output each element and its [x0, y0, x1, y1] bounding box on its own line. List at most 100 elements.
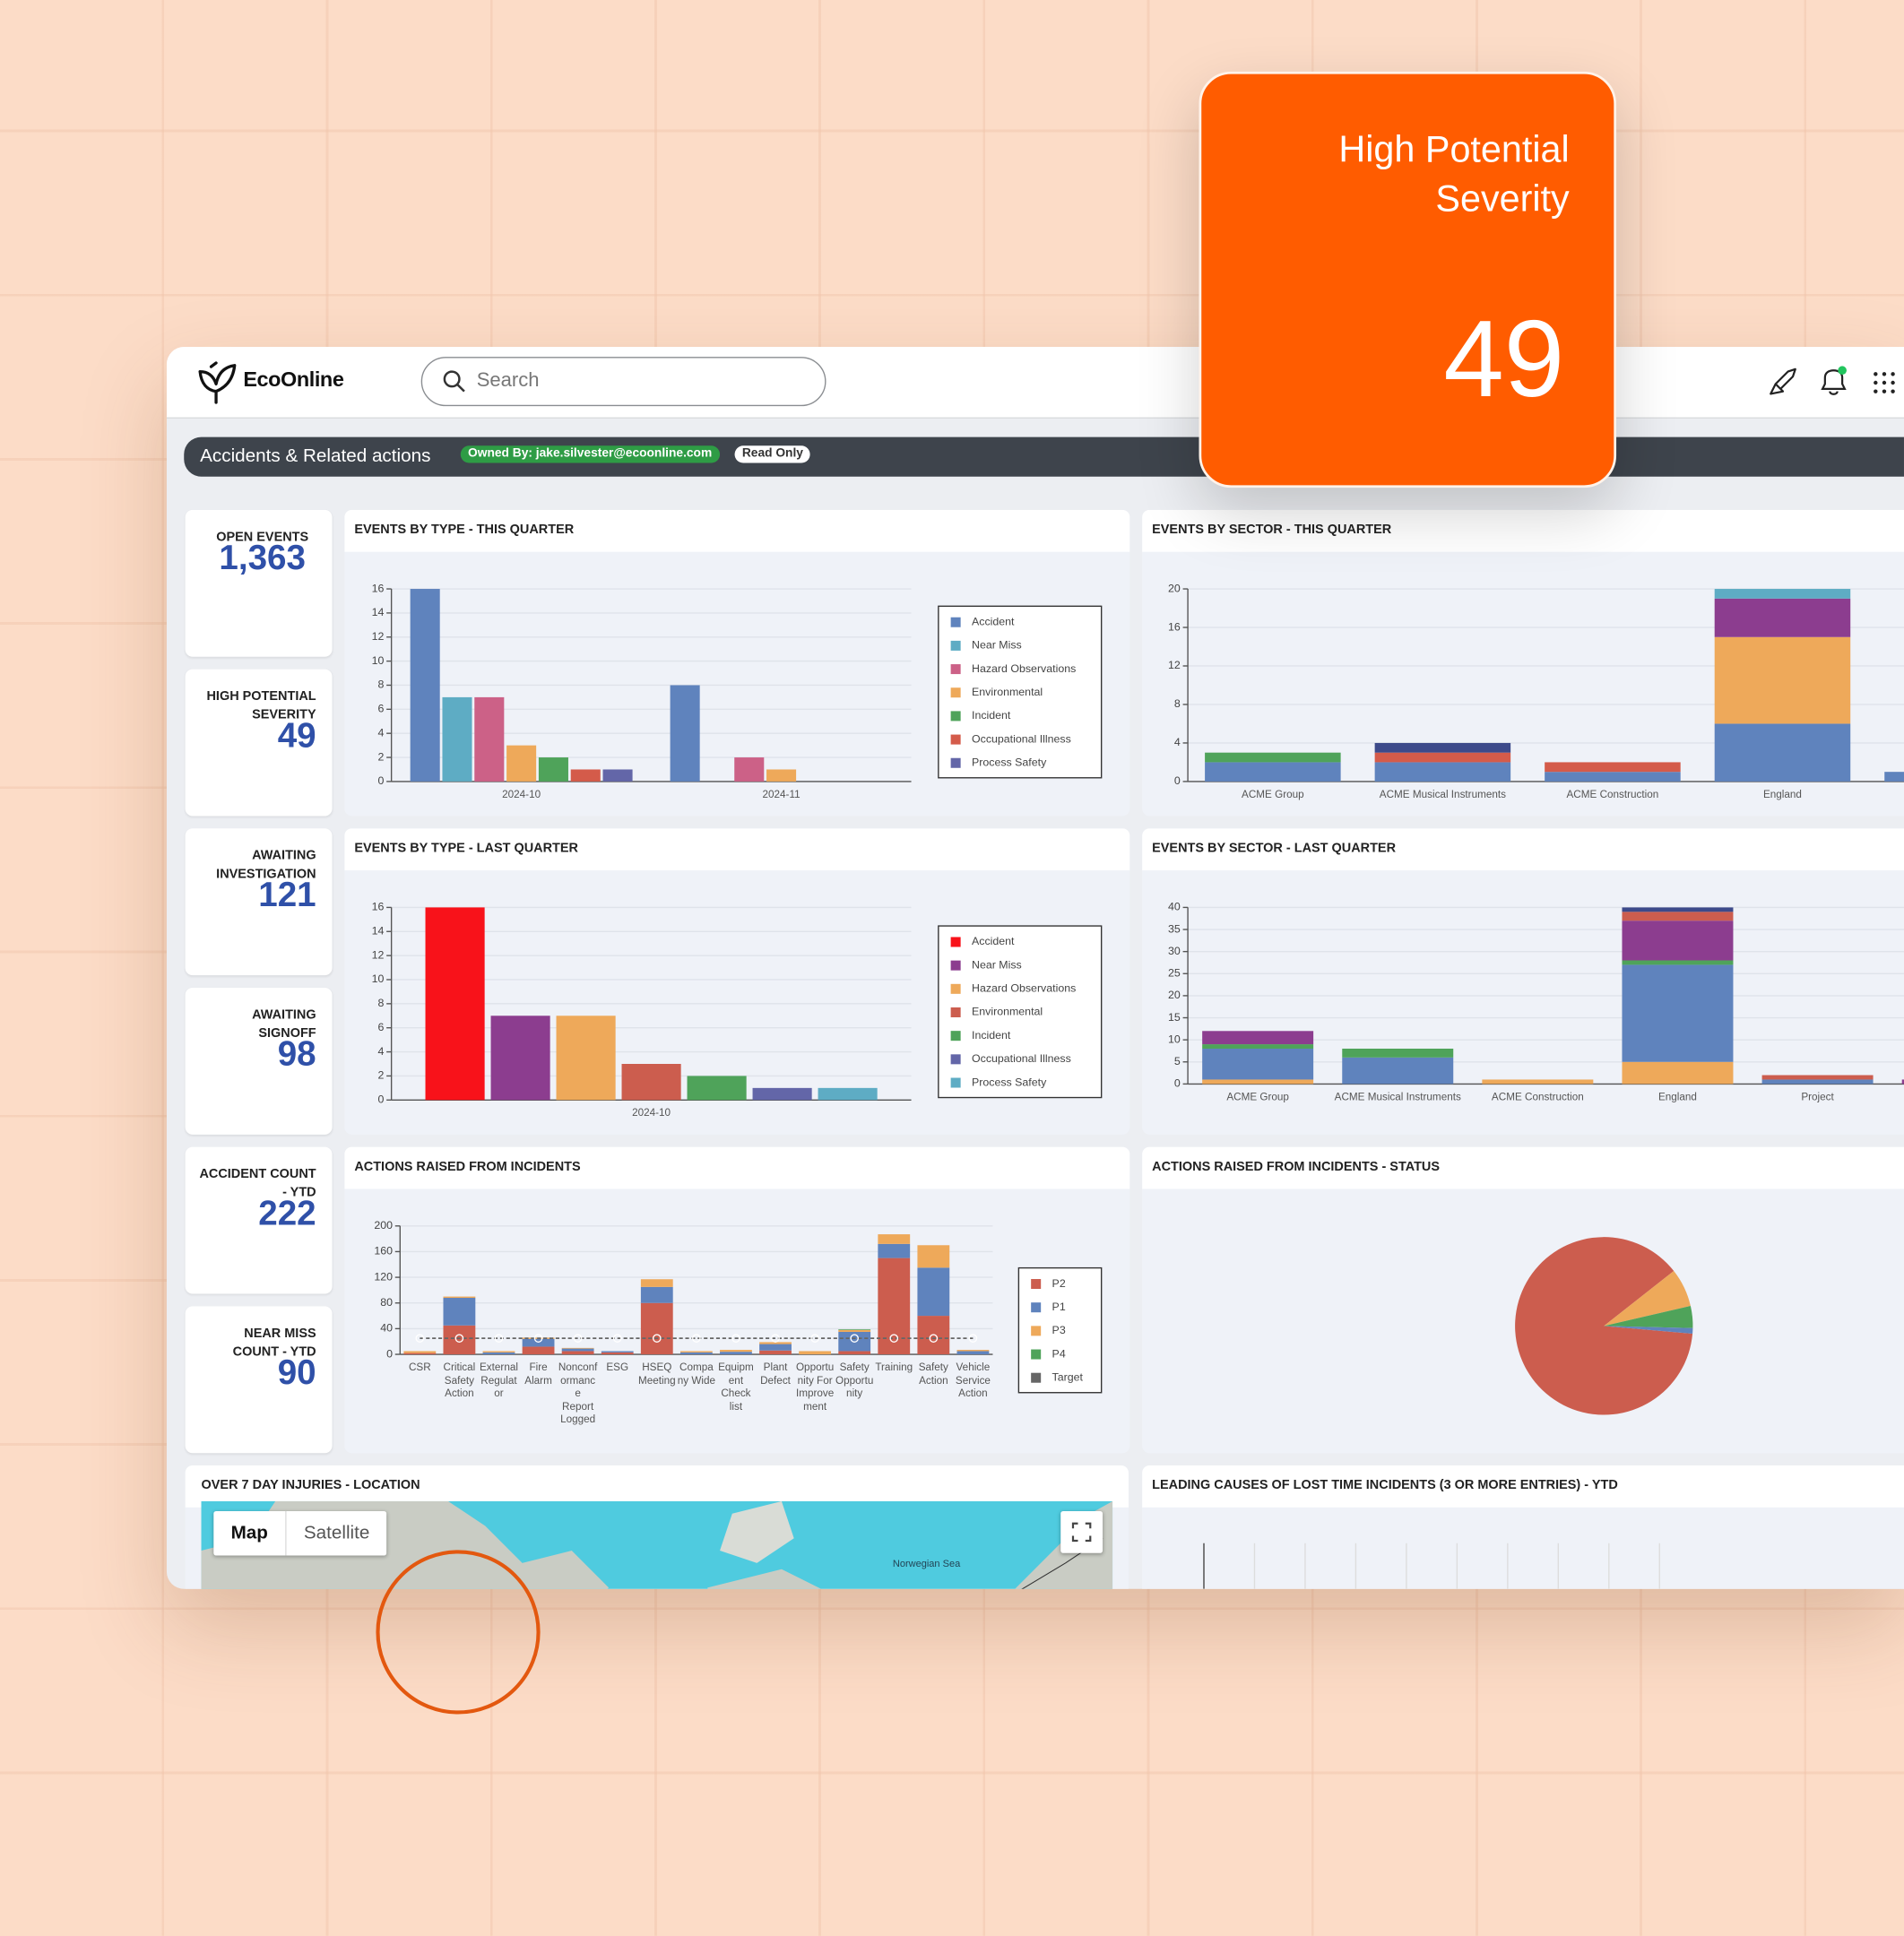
y-tick-label: 0: [386, 1347, 393, 1360]
bar-segment: [1545, 762, 1681, 773]
x-label-box: 2024-10: [502, 788, 541, 800]
map[interactable]: Map Satellite Norwegian Sea: [201, 1500, 1113, 1589]
bell-icon[interactable]: [1821, 369, 1847, 395]
x-label-box: England: [1762, 787, 1802, 800]
target-marker: [771, 1334, 780, 1343]
x-tick-label: England: [1762, 787, 1802, 800]
target-marker: [415, 1334, 425, 1343]
search-placeholder: Search: [476, 370, 540, 392]
bar-segment: [443, 1298, 476, 1326]
bar-segment: [482, 1352, 515, 1355]
y-tick-label: 8: [377, 678, 384, 691]
x-label-box: ACME Group: [1242, 787, 1304, 800]
legend-label: Incident: [972, 709, 1011, 722]
bar: [474, 696, 505, 782]
legend-swatch: [950, 960, 961, 971]
bar-segment: [403, 1351, 437, 1353]
fullscreen-icon: [1071, 1522, 1092, 1543]
bar: [538, 757, 568, 782]
bar-segment: [956, 1351, 990, 1355]
search-icon: [443, 370, 465, 393]
mode-pill: Read Only: [734, 445, 811, 463]
bar-segment: [679, 1351, 713, 1353]
bar-segment: [1342, 1048, 1454, 1058]
target-marker: [850, 1334, 860, 1343]
legend-label: Near Miss: [972, 639, 1022, 652]
map-tab[interactable]: Map: [213, 1510, 287, 1556]
target-marker: [968, 1334, 978, 1343]
bar-segment: [1622, 960, 1734, 965]
x-label-box: ACME Musical Instruments: [1335, 1090, 1461, 1102]
x-tick-label: ACME Group: [1242, 787, 1304, 800]
bar-segment: [1622, 964, 1734, 1062]
legend-label: Hazard Observations: [972, 662, 1076, 675]
x-tick-label: ACME Construction: [1566, 787, 1659, 800]
chart-panel: LEADING CAUSES OF LOST TIME INCIDENTS (3…: [1142, 1465, 1904, 1589]
bar-segment: [838, 1351, 871, 1355]
search-box[interactable]: Search: [420, 357, 827, 407]
rocket-icon[interactable]: [1770, 367, 1796, 395]
x-tick-label: Nonconformance Report Logged: [558, 1360, 598, 1425]
map-tab[interactable]: Satellite: [303, 1522, 370, 1543]
bar: [818, 1087, 878, 1101]
y-tick-label: 8: [1174, 697, 1181, 710]
bar: [506, 745, 537, 782]
x-tick-label: Opportunity For Improvement: [795, 1360, 835, 1413]
y-tick-label: 0: [377, 1093, 384, 1106]
kpi-label: HIGH POTENTIAL SEVERITY: [206, 688, 316, 722]
x-tick-label: Company Wide: [677, 1360, 716, 1387]
apps-icon[interactable]: [1874, 372, 1895, 393]
y-tick-label: 2: [377, 1069, 384, 1082]
bar-segment: [1714, 636, 1851, 724]
x-tick-label: Training: [875, 1360, 913, 1373]
chart-title: ACTIONS RAISED FROM INCIDENTS: [344, 1146, 1130, 1189]
x-label-box: 2024-10: [632, 1106, 671, 1119]
bar-segment: [878, 1258, 911, 1355]
legend-swatch: [950, 937, 961, 947]
bar: [442, 696, 472, 782]
kpi-card: AWAITING SIGNOFF 98: [185, 987, 333, 1135]
bar: [670, 685, 700, 782]
legend-swatch: [950, 1054, 961, 1065]
legend-label: Process Safety: [972, 1076, 1047, 1088]
x-tick-label: Project: [1801, 1090, 1834, 1103]
bar-segment: [1761, 1075, 1874, 1080]
bar-segment: [1374, 762, 1511, 782]
bar-segment: [759, 1342, 792, 1344]
kpi-label: AWAITING INVESTIGATION: [216, 848, 316, 882]
bar-segment: [561, 1351, 594, 1355]
map-title: OVER 7 DAY INJURIES - LOCATION: [185, 1465, 1129, 1508]
target-marker: [652, 1334, 662, 1343]
bar-segment: [522, 1346, 555, 1355]
legend-swatch: [1031, 1349, 1042, 1360]
legend-swatch: [950, 711, 961, 722]
x-tick-label: CSR: [408, 1360, 431, 1373]
pie-slice: [1604, 1271, 1691, 1327]
x-label-box: Nonconformance Report Logged: [558, 1360, 598, 1425]
x-label-box: Training: [875, 1360, 913, 1373]
bar: [621, 1064, 681, 1101]
x-label-box: ACME Group: [1226, 1090, 1289, 1102]
legend-label: Environmental: [972, 1006, 1043, 1018]
target-marker: [929, 1334, 939, 1343]
bar-segment: [1545, 772, 1681, 782]
legend-swatch: [950, 1077, 961, 1088]
y-tick-label: 10: [1168, 1033, 1181, 1045]
x-label-box: ESG: [606, 1361, 628, 1373]
bar-segment: [838, 1329, 871, 1330]
x-label-box: ACME Construction: [1566, 787, 1659, 800]
bar-segment: [1205, 752, 1341, 763]
fullscreen-button[interactable]: [1060, 1510, 1103, 1553]
bar-segment: [720, 1352, 752, 1355]
y-tick-label: 25: [1168, 967, 1181, 980]
bar-segment: [917, 1267, 950, 1317]
bar-segment: [759, 1350, 792, 1355]
bar-segment: [403, 1353, 437, 1355]
target-marker: [573, 1334, 583, 1343]
bar-segment: [1884, 772, 1904, 782]
bar-segment: [1374, 742, 1511, 753]
kpi-card: HIGH POTENTIAL SEVERITY 49: [185, 669, 333, 817]
pie-slice: [1604, 1326, 1693, 1335]
bar: [410, 589, 440, 782]
